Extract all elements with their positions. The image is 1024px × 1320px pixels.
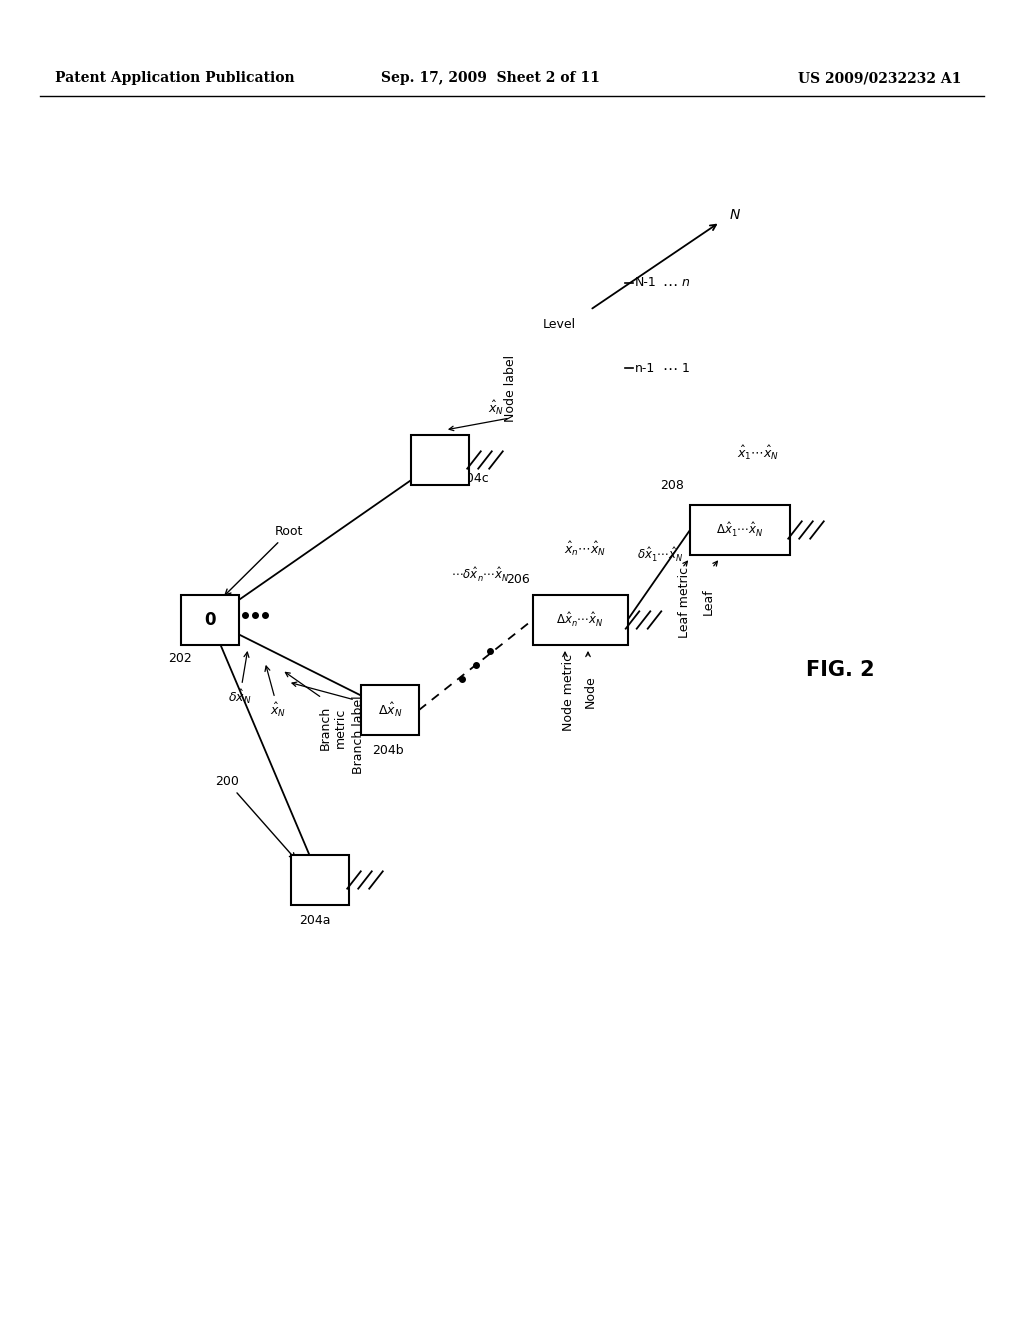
Text: 0: 0 xyxy=(204,611,216,630)
Text: 208: 208 xyxy=(660,479,684,492)
Text: $\cdots\delta\hat{x}_{n}\cdots\hat{x}_{N}$: $\cdots\delta\hat{x}_{n}\cdots\hat{x}_{N… xyxy=(451,566,509,583)
Text: 204a: 204a xyxy=(299,913,331,927)
FancyBboxPatch shape xyxy=(411,436,469,484)
Text: Patent Application Publication: Patent Application Publication xyxy=(55,71,295,84)
FancyBboxPatch shape xyxy=(361,685,419,735)
Text: Branch: Branch xyxy=(318,706,332,750)
Text: 204b: 204b xyxy=(372,744,403,756)
Text: Root: Root xyxy=(225,525,303,595)
Text: Branch label: Branch label xyxy=(351,696,365,775)
Text: US 2009/0232232 A1: US 2009/0232232 A1 xyxy=(799,71,962,84)
Text: $\delta\hat{x}_{1}\cdots\hat{x}_{N}$: $\delta\hat{x}_{1}\cdots\hat{x}_{N}$ xyxy=(637,546,683,564)
Text: n-1: n-1 xyxy=(635,362,655,375)
Text: n: n xyxy=(682,276,690,289)
Text: metric: metric xyxy=(334,708,346,748)
Text: $\cdots$: $\cdots$ xyxy=(663,276,678,290)
Text: 204c: 204c xyxy=(458,473,488,484)
Text: $\Delta\hat{x}_{n}\cdots\hat{x}_{N}$: $\Delta\hat{x}_{n}\cdots\hat{x}_{N}$ xyxy=(556,611,604,630)
Text: $\hat{x}_{N}$: $\hat{x}_{N}$ xyxy=(488,399,504,417)
Text: $\cdots$: $\cdots$ xyxy=(663,360,678,375)
Text: $\Delta\hat{x}_{1}\cdots\hat{x}_{N}$: $\Delta\hat{x}_{1}\cdots\hat{x}_{N}$ xyxy=(716,521,764,539)
Text: Node metric: Node metric xyxy=(561,653,574,730)
Text: 206: 206 xyxy=(506,573,529,586)
Text: 200: 200 xyxy=(215,775,295,859)
Text: Node label: Node label xyxy=(504,355,516,421)
Text: N: N xyxy=(730,209,740,222)
Text: $\hat{x}_{N}$: $\hat{x}_{N}$ xyxy=(265,667,286,719)
Text: Leaf: Leaf xyxy=(701,589,715,615)
Text: Leaf metric: Leaf metric xyxy=(679,566,691,638)
Text: $\hat{x}_{n}\cdots\hat{x}_{N}$: $\hat{x}_{n}\cdots\hat{x}_{N}$ xyxy=(564,540,606,558)
Text: Level: Level xyxy=(543,318,575,331)
Text: $\delta\hat{x}_{N}$: $\delta\hat{x}_{N}$ xyxy=(228,652,252,706)
Text: $\Delta\hat{x}_{N}$: $\Delta\hat{x}_{N}$ xyxy=(378,701,402,719)
Text: N-1: N-1 xyxy=(635,276,656,289)
FancyBboxPatch shape xyxy=(291,855,349,906)
Text: $\hat{x}_{1}\cdots\hat{x}_{N}$: $\hat{x}_{1}\cdots\hat{x}_{N}$ xyxy=(737,444,779,462)
Text: FIG. 2: FIG. 2 xyxy=(806,660,874,680)
Text: 202: 202 xyxy=(168,652,191,665)
Text: Sep. 17, 2009  Sheet 2 of 11: Sep. 17, 2009 Sheet 2 of 11 xyxy=(381,71,599,84)
FancyBboxPatch shape xyxy=(690,506,790,554)
Text: 1: 1 xyxy=(682,362,690,375)
Text: Node: Node xyxy=(584,676,597,709)
FancyBboxPatch shape xyxy=(181,595,239,645)
FancyBboxPatch shape xyxy=(532,595,628,645)
